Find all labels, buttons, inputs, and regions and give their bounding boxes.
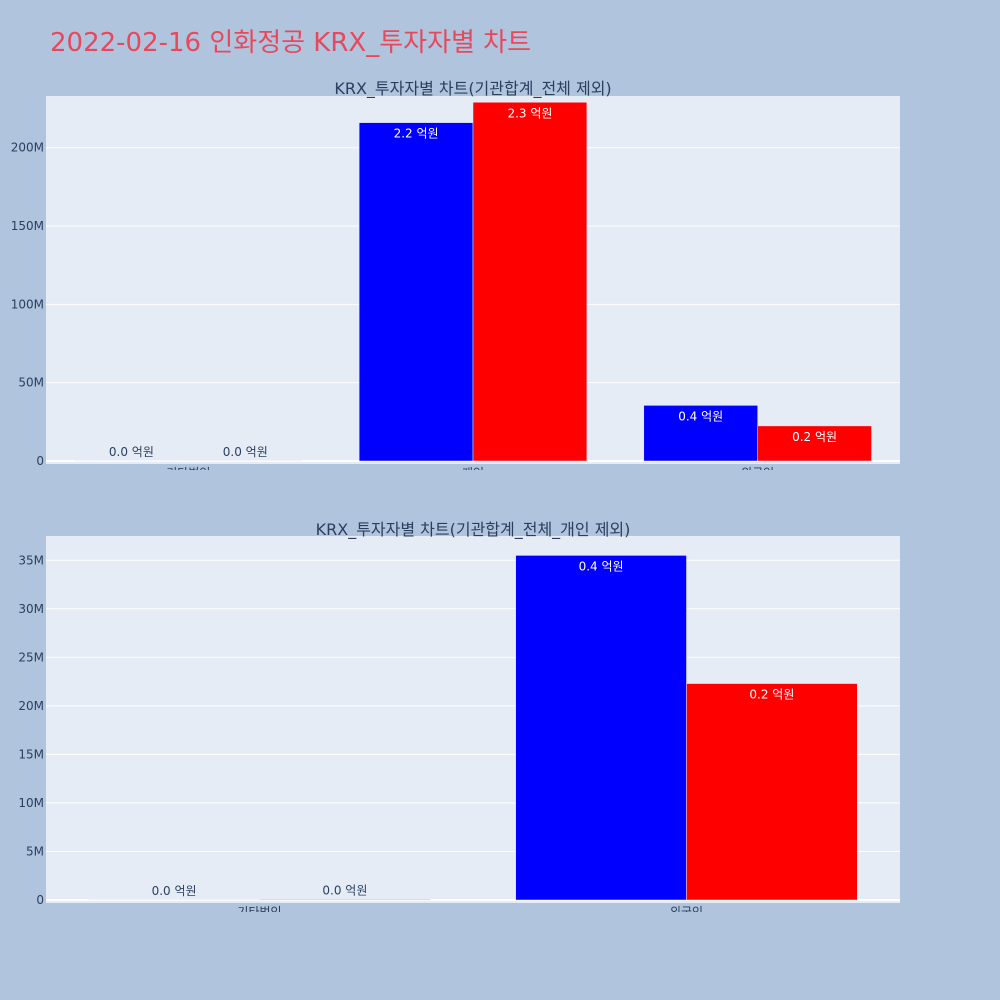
data-label: 0.0 억원 [152, 884, 197, 898]
chart-excluding-institutions-and-individuals: KRX_투자자별 차트(기관합계_전체_개인 제외) 0 5M 10M 15M 20M 25… [18, 520, 900, 912]
bar [515, 555, 687, 901]
x-tick-label: 기타법인 [237, 905, 281, 912]
data-label: 0.0 억원 [109, 445, 154, 459]
chart-excluding-institutions: KRX_투자자별 차트(기관합계_전체 제외) 0 50M 100M 150M 200M 0… [11, 79, 900, 470]
bar [259, 899, 431, 901]
page-title: 2022-02-16 인화정공 KRX_투자자별 차트 [50, 28, 532, 58]
y-tick-label: 0 [36, 454, 44, 468]
x-tick-label: 기타법인 [166, 466, 210, 470]
x-tick-label: 외국인 [741, 466, 774, 470]
data-label: 0.4 억원 [678, 409, 723, 423]
y-tick-label: 30M [18, 602, 44, 616]
data-label: 0.0 억원 [322, 883, 367, 897]
data-label: 0.0 억원 [223, 445, 268, 459]
data-label: 2.2 억원 [394, 127, 439, 141]
chart-title: KRX_투자자별 차트(기관합계_전체 제외) [334, 79, 611, 99]
y-tick-label: 25M [18, 650, 44, 664]
data-label: 0.2 억원 [792, 430, 837, 444]
bar [472, 102, 588, 462]
data-label: 0.2 억원 [749, 688, 794, 702]
y-tick-label: 20M [18, 699, 44, 713]
data-label: 2.3 억원 [507, 106, 552, 120]
x-tick-label: 개인 [462, 466, 484, 470]
y-tick-label: 35M [18, 553, 44, 567]
y-tick-label: 5M [26, 844, 44, 858]
y-tick-label: 50M [18, 376, 44, 390]
bar [643, 405, 758, 462]
bar [358, 122, 474, 462]
y-tick-label: 0 [36, 893, 44, 907]
y-tick-label: 200M [11, 141, 44, 155]
x-tick-label: 외국인 [670, 905, 703, 912]
chart-title: KRX_투자자별 차트(기관합계_전체_개인 제외) [316, 520, 631, 540]
y-tick-label: 100M [11, 297, 44, 311]
y-tick-label: 150M [11, 219, 44, 233]
y-tick-label: 15M [18, 747, 44, 761]
data-label: 0.4 억원 [579, 559, 624, 573]
bar [686, 683, 858, 901]
y-tick-label: 10M [18, 796, 44, 810]
bar [757, 425, 872, 462]
